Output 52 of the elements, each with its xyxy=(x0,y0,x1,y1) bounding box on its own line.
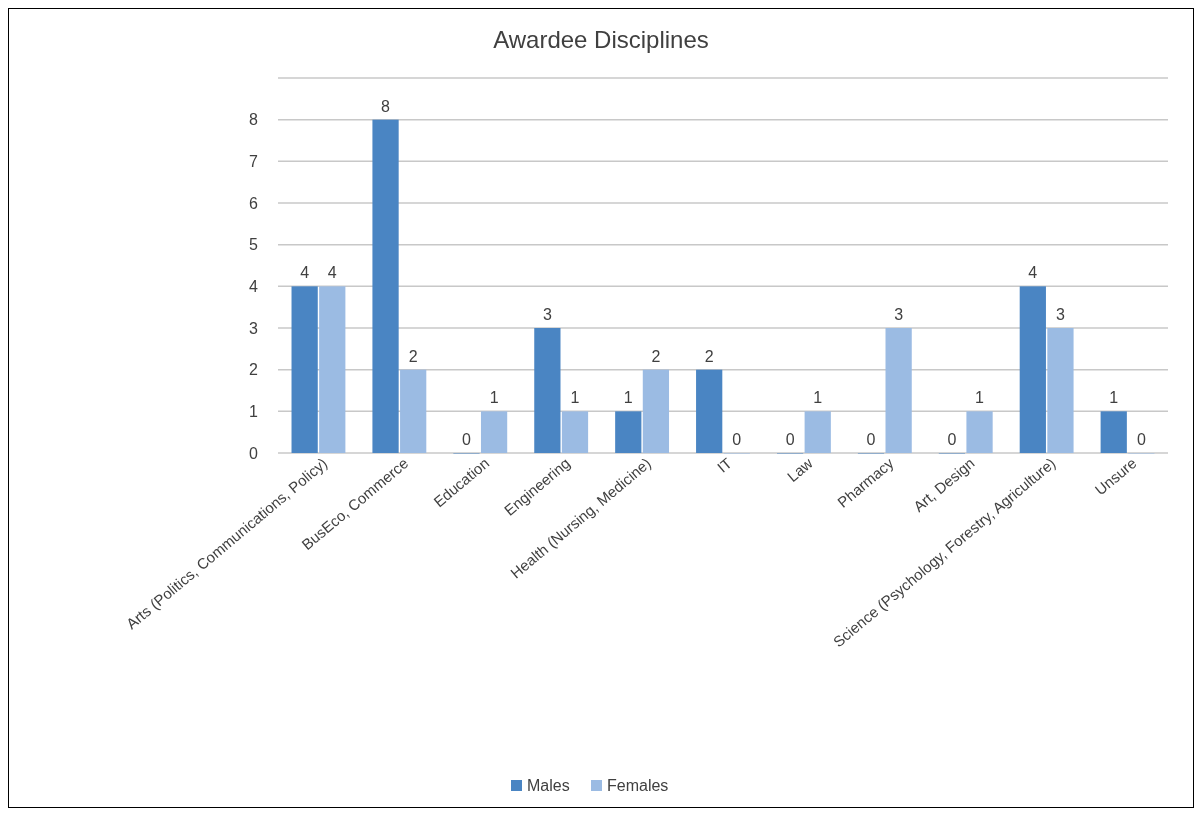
bar xyxy=(642,369,670,453)
y-tick-label: 0 xyxy=(249,444,259,462)
data-label: 0 xyxy=(866,431,876,448)
data-label: 0 xyxy=(462,431,472,448)
data-label: 3 xyxy=(542,306,552,323)
bar xyxy=(804,411,831,453)
data-label: 1 xyxy=(570,389,580,407)
y-tick-label: 4 xyxy=(249,277,259,295)
bar xyxy=(561,411,589,453)
data-label: 1 xyxy=(489,389,499,407)
data-label: 1 xyxy=(623,389,633,407)
bar xyxy=(534,328,561,453)
data-label: 0 xyxy=(732,431,742,448)
bar xyxy=(615,411,642,453)
bar xyxy=(480,411,508,453)
bar xyxy=(1019,286,1046,453)
data-label: 0 xyxy=(1136,431,1146,448)
y-tick-label: 5 xyxy=(249,236,259,254)
y-tick-label: 1 xyxy=(249,402,259,420)
data-label: 3 xyxy=(1056,306,1065,323)
x-tick-label: Law xyxy=(783,454,816,485)
chart-title: Awardee Disciplines xyxy=(493,26,709,53)
y-tick-label: 6 xyxy=(249,194,259,212)
y-tick-label: 2 xyxy=(249,361,259,379)
bar xyxy=(400,369,427,453)
data-label: 1 xyxy=(813,389,823,407)
data-label: 4 xyxy=(1028,264,1038,282)
legend-label: Males xyxy=(527,777,570,794)
y-tick-label: 8 xyxy=(249,111,259,129)
data-label: 2 xyxy=(651,347,661,365)
data-label: 4 xyxy=(300,264,310,282)
x-tick-label: IT xyxy=(713,454,735,476)
data-label: 1 xyxy=(1109,389,1119,407)
data-label: 1 xyxy=(975,389,985,407)
y-tick-label: 7 xyxy=(249,152,259,170)
bar xyxy=(1100,411,1127,453)
data-label: 8 xyxy=(381,97,391,115)
data-label: 2 xyxy=(704,347,714,365)
data-label: 4 xyxy=(327,264,337,282)
bar xyxy=(319,286,346,453)
data-label: 3 xyxy=(894,306,904,323)
y-tick-label: 3 xyxy=(249,319,259,337)
bar xyxy=(1047,328,1074,453)
bar xyxy=(372,119,399,453)
data-label: 0 xyxy=(785,431,795,448)
bar xyxy=(966,411,993,453)
data-label: 0 xyxy=(947,431,957,448)
data-label: 2 xyxy=(408,347,418,365)
bar xyxy=(885,328,912,453)
legend-label: Females xyxy=(607,777,669,794)
bar xyxy=(696,369,723,453)
bar xyxy=(291,286,318,453)
